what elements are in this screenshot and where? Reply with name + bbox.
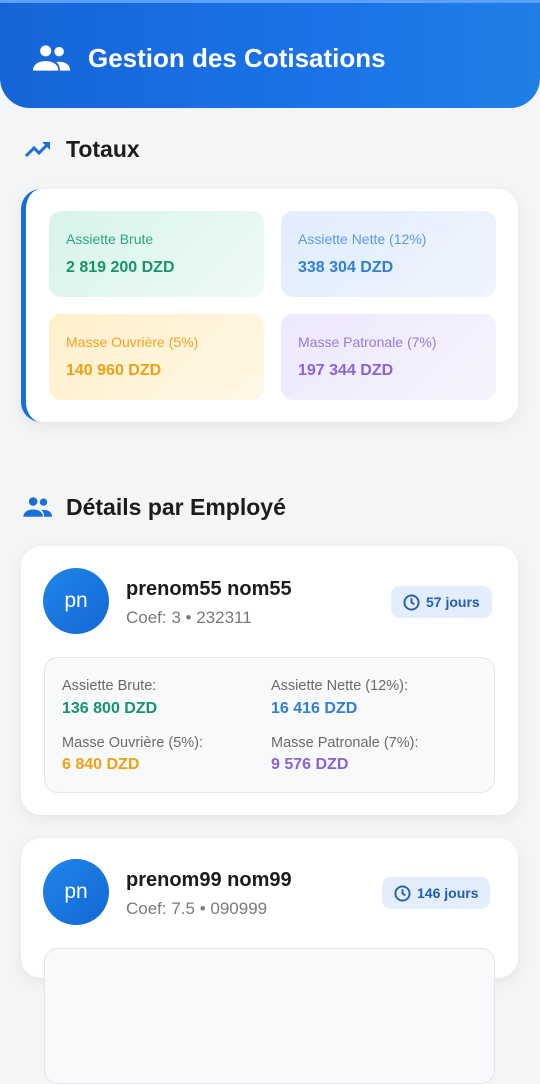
tile-label: Masse Patronale (7%) (298, 334, 437, 350)
employee-card[interactable]: pn prenom55 nom55 Coef: 3 • 232311 57 jo… (21, 546, 518, 815)
field-value: 16 416 DZD (271, 700, 358, 717)
employee-coef: Coef: 3 • 232311 (126, 608, 252, 627)
field-label: Masse Ouvrière (5%): (62, 735, 204, 751)
days-badge: 57 jours (391, 586, 492, 618)
avatar: pn (43, 568, 109, 634)
field-value: 6 840 DZD (62, 756, 140, 773)
employee-details: Assiette Brute: 136 800 DZD Assiette Net… (44, 657, 495, 793)
header-icon (33, 45, 71, 71)
tile-label: Assiette Brute (66, 231, 154, 247)
employee-details (44, 948, 495, 1084)
field-value: 136 800 DZD (62, 700, 158, 717)
app-header: Gestion des Cotisations (0, 0, 540, 108)
field-label: Masse Patronale (7%): (271, 735, 419, 751)
tile-value: 197 344 DZD (298, 362, 394, 379)
employee-name: prenom99 nom99 (126, 869, 292, 891)
days-badge: 146 jours (382, 877, 491, 909)
tile-value: 338 304 DZD (298, 259, 394, 276)
field-label: Assiette Nette (12%): (271, 678, 408, 694)
trend-icon (24, 142, 50, 158)
days-text: 146 jours (417, 885, 479, 901)
tile-label: Masse Ouvrière (5%) (66, 334, 199, 350)
header-title: Gestion des Cotisations (88, 43, 386, 73)
tile-label: Assiette Nette (12%) (298, 231, 427, 247)
tile-value: 140 960 DZD (66, 362, 162, 379)
tile-value: 2 819 200 DZD (66, 259, 175, 276)
total-tile: Masse Ouvrière (5%) 140 960 DZD (49, 314, 264, 400)
section-title: Totaux (66, 136, 140, 162)
employee-name: prenom55 nom55 (126, 578, 292, 600)
field-label: Assiette Brute: (62, 678, 157, 694)
people-icon (23, 497, 53, 517)
avatar: pn (43, 859, 109, 925)
total-tile: Assiette Brute 2 819 200 DZD (49, 211, 264, 297)
total-tile: Masse Patronale (7%) 197 344 DZD (281, 314, 496, 400)
field-value: 9 576 DZD (271, 756, 349, 773)
employee-card[interactable]: pn prenom99 nom99 Coef: 7.5 • 090999 146… (21, 838, 518, 1084)
totals-card: Assiette Brute 2 819 200 DZD Assiette Net… (21, 189, 518, 422)
clock-icon (403, 593, 420, 611)
total-tile: Assiette Nette (12%) 338 304 DZD (281, 211, 496, 297)
employee-coef: Coef: 7.5 • 090999 (126, 899, 268, 918)
days-text: 57 jours (426, 594, 480, 610)
section-title: Détails par Employé (66, 494, 286, 520)
clock-icon (394, 884, 411, 902)
